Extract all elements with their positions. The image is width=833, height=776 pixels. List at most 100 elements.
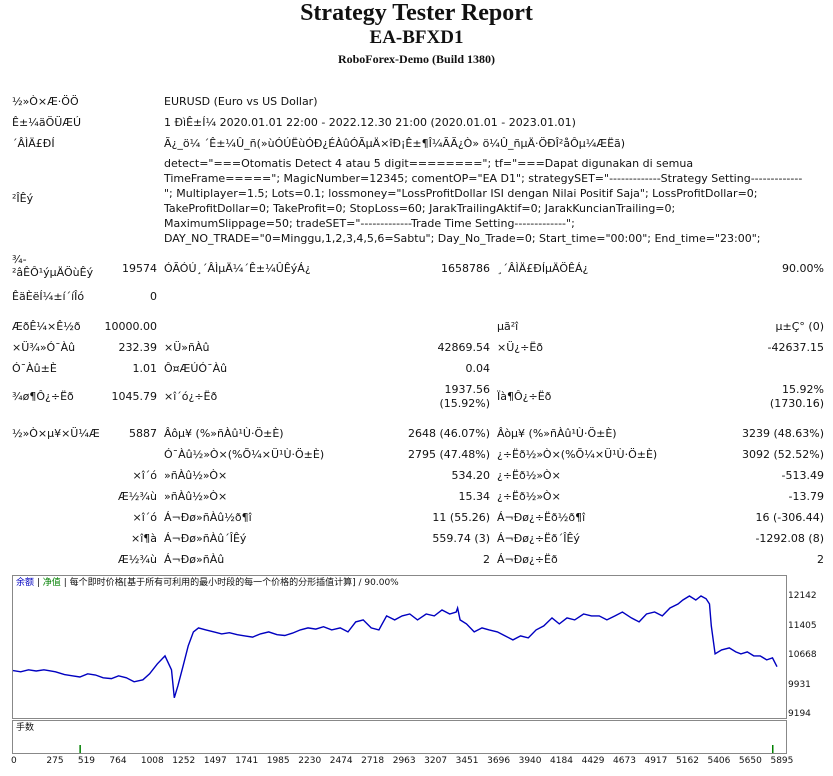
abs-drawdown-label: ¾ø¶Ô¿÷Ëð <box>12 390 74 403</box>
maximal-win-value: 559.74 (3) <box>432 532 490 545</box>
quality-value: 90.00% <box>782 262 824 275</box>
expert-name: EA-BFXD1 <box>369 27 464 48</box>
ticks-value: 1658786 <box>441 262 490 275</box>
avg-cons-win-label: Á¬Ðø»ñÀû <box>164 553 225 566</box>
symbol-value: EURUSD (Euro vs US Dollar) <box>164 95 318 108</box>
x-tick-label: 3696 <box>487 756 511 766</box>
net-profit-label: ×Ü¾»Ó¯Àû <box>12 341 76 354</box>
volume-panel <box>12 720 787 754</box>
total-trades-value: 5887 <box>129 427 157 440</box>
period-value: 1 ÐìÊ±Í¼ 2020.01.01 22:00 - 2022.12.30 2… <box>164 116 576 129</box>
x-tick-label: 1985 <box>266 756 290 766</box>
chart-equity-label: 净值 <box>42 578 61 588</box>
report-title: Strategy Tester Report <box>300 0 533 26</box>
mismatch-label: ÊäÈëÍ¼±í´íÎó <box>12 290 85 303</box>
model-label: ´ÂÌÄ£ÐÍ <box>12 137 55 150</box>
series-line-balance <box>12 595 778 699</box>
balance-chart <box>12 575 787 719</box>
profit-factor-value: 1.01 <box>132 362 158 375</box>
spread-value: µ±Ç° (0) <box>775 320 824 333</box>
profit-factor-label: Ó¯Àû±È <box>12 362 57 375</box>
max-cons-loss-label: Á¬Ðø¿÷Ëð½ð¶î <box>497 511 586 524</box>
maximal-loss-value: -1292.08 (8) <box>755 532 824 545</box>
params-label: ²ÎÊý <box>12 192 34 205</box>
volume-bar <box>79 745 81 753</box>
x-tick-label: 5406 <box>707 756 731 766</box>
y-tick-label: 10668 <box>788 650 817 661</box>
x-tick-label: 4429 <box>581 756 605 766</box>
spread-label: µã²î <box>497 320 519 333</box>
avg-cons-win-value: 2 <box>483 553 490 566</box>
max-cons-loss-value: 16 (-306.44) <box>755 511 824 524</box>
x-tick-label: 1008 <box>140 756 164 766</box>
volume-label: 手数 <box>16 723 35 733</box>
x-tick-label: 2718 <box>361 756 385 766</box>
volume-bar <box>772 745 774 753</box>
period-label: Ê±¼äÖÜÆÚ <box>12 116 82 129</box>
y-tick-label: 9931 <box>788 679 811 690</box>
avg-cons-label: Æ½¾ù <box>117 553 157 566</box>
short-trades-label: Âôµ¥ (%»ñÀû¹Ù·Ö±È) <box>164 427 284 440</box>
average-win-label: »ñÀû½»Ò× <box>164 490 228 503</box>
rel-drawdown-amount: (1730.16) <box>769 397 824 410</box>
x-tick-label: 5895 <box>770 756 794 766</box>
max-drawdown-value: 1937.56 <box>444 383 491 396</box>
chart-header: 余额 | 净值 | 每个即时价格[基于所有可利用的最小时段的每一个价格的分形插值… <box>16 578 399 588</box>
x-tick-label: 5162 <box>676 756 699 766</box>
average-label: Æ½¾ù <box>117 490 157 503</box>
x-tick-label: 4184 <box>550 756 573 766</box>
rel-drawdown-label: Ïà¶Ô¿÷Ëð <box>497 390 552 403</box>
bars-label-2: ²âÊÔ¹ýµÄÖùÊý <box>12 266 94 279</box>
largest-label: ×î´ó <box>132 469 157 482</box>
x-tick-label: 275 <box>46 756 64 766</box>
x-tick-label: 3451 <box>455 756 479 766</box>
average-loss-label: ¿÷Ëð½»Ò× <box>497 490 561 503</box>
x-tick-label: 3207 <box>424 756 448 766</box>
bars-value: 19574 <box>122 262 157 275</box>
max-cons-wins-value: 11 (55.26) <box>432 511 490 524</box>
max-drawdown-pct: (15.92%) <box>439 397 490 410</box>
max-label: ×î´ó <box>132 511 157 524</box>
y-tick-label: 9194 <box>788 709 811 719</box>
largest-loss-label: ¿÷Ëð½»Ò× <box>497 469 561 482</box>
model-value: Ã¿_ö¼ ´Ê±¼Û_ñ(»ùÓÚËùÓÐ¿ÉÀûÓÃµÄ×îÐ¡Ê±¶Î¼Ã… <box>164 137 626 150</box>
average-win-value: 15.34 <box>458 490 491 503</box>
short-trades-value: 2648 (46.07%) <box>407 427 490 440</box>
x-tick-label: 2963 <box>392 756 416 766</box>
x-tick-label: 3940 <box>518 756 542 766</box>
abs-drawdown-value: 1045.79 <box>111 390 158 403</box>
chart-header-text: 每个即时价格[基于所有可利用的最小时段的每一个价格的分形插值计算] <box>69 578 356 588</box>
largest-win-value: 534.20 <box>451 469 491 482</box>
chart-header-quality: 90.00% <box>364 578 399 588</box>
params-value: detect="===Otomatis Detect 4 atau 5 digi… <box>164 157 803 245</box>
gross-profit-value: 42869.54 <box>437 341 491 354</box>
server-build: RoboForex-Demo (Build 1380) <box>337 52 496 66</box>
x-tick-label: 1741 <box>235 756 259 766</box>
ticks-label: ÓÃÓÚ¸´ÂÌµÄ¼´Ê±¼ÛÊýÁ¿ <box>164 262 311 275</box>
rel-drawdown-value: 15.92% <box>782 383 824 396</box>
deposit-value: 10000.00 <box>104 320 158 333</box>
y-tick-label: 11405 <box>788 620 817 631</box>
volume-svg <box>79 745 774 753</box>
x-tick-label: 4917 <box>644 756 668 766</box>
quality-label: ¸´ÂÌÄ£ÐÍµÄÖÊÁ¿ <box>497 262 589 275</box>
max-drawdown-label: ×î´ó¿÷Ëð <box>164 390 218 403</box>
long-trades-value: 3239 (48.63%) <box>741 427 824 440</box>
x-tick-label: 764 <box>109 756 127 766</box>
average-loss-value: -13.79 <box>788 490 824 503</box>
symbol-label: ½»Ò×Æ·ÖÖ <box>12 95 79 108</box>
payoff-value: 0.04 <box>465 362 491 375</box>
x-tick-label: 1497 <box>203 756 227 766</box>
maximal-win-label: Á¬Ðø»ñÀû´ÎÊý <box>164 532 247 545</box>
x-tick-label: 1252 <box>172 756 196 766</box>
net-profit-value: 232.39 <box>118 341 158 354</box>
win-trades-label: Ó¯Àû½»Ò×(%Õ¼×Ü¹Ù·Ö±È) <box>164 448 325 461</box>
x-tick-label: 2230 <box>298 756 322 766</box>
win-trades-value: 2795 (47.48%) <box>407 448 490 461</box>
y-tick-label: 12142 <box>788 591 817 602</box>
loss-trades-label: ¿÷Ëð½»Ò×(%Õ¼×Ü¹Ù·Ö±È) <box>497 448 658 461</box>
chart-balance-label: 余额 <box>16 578 35 588</box>
mismatch-value: 0 <box>150 290 157 303</box>
loss-trades-value: 3092 (52.52%) <box>741 448 824 461</box>
gross-profit-label: ×Ü»ñÀû <box>164 341 210 354</box>
